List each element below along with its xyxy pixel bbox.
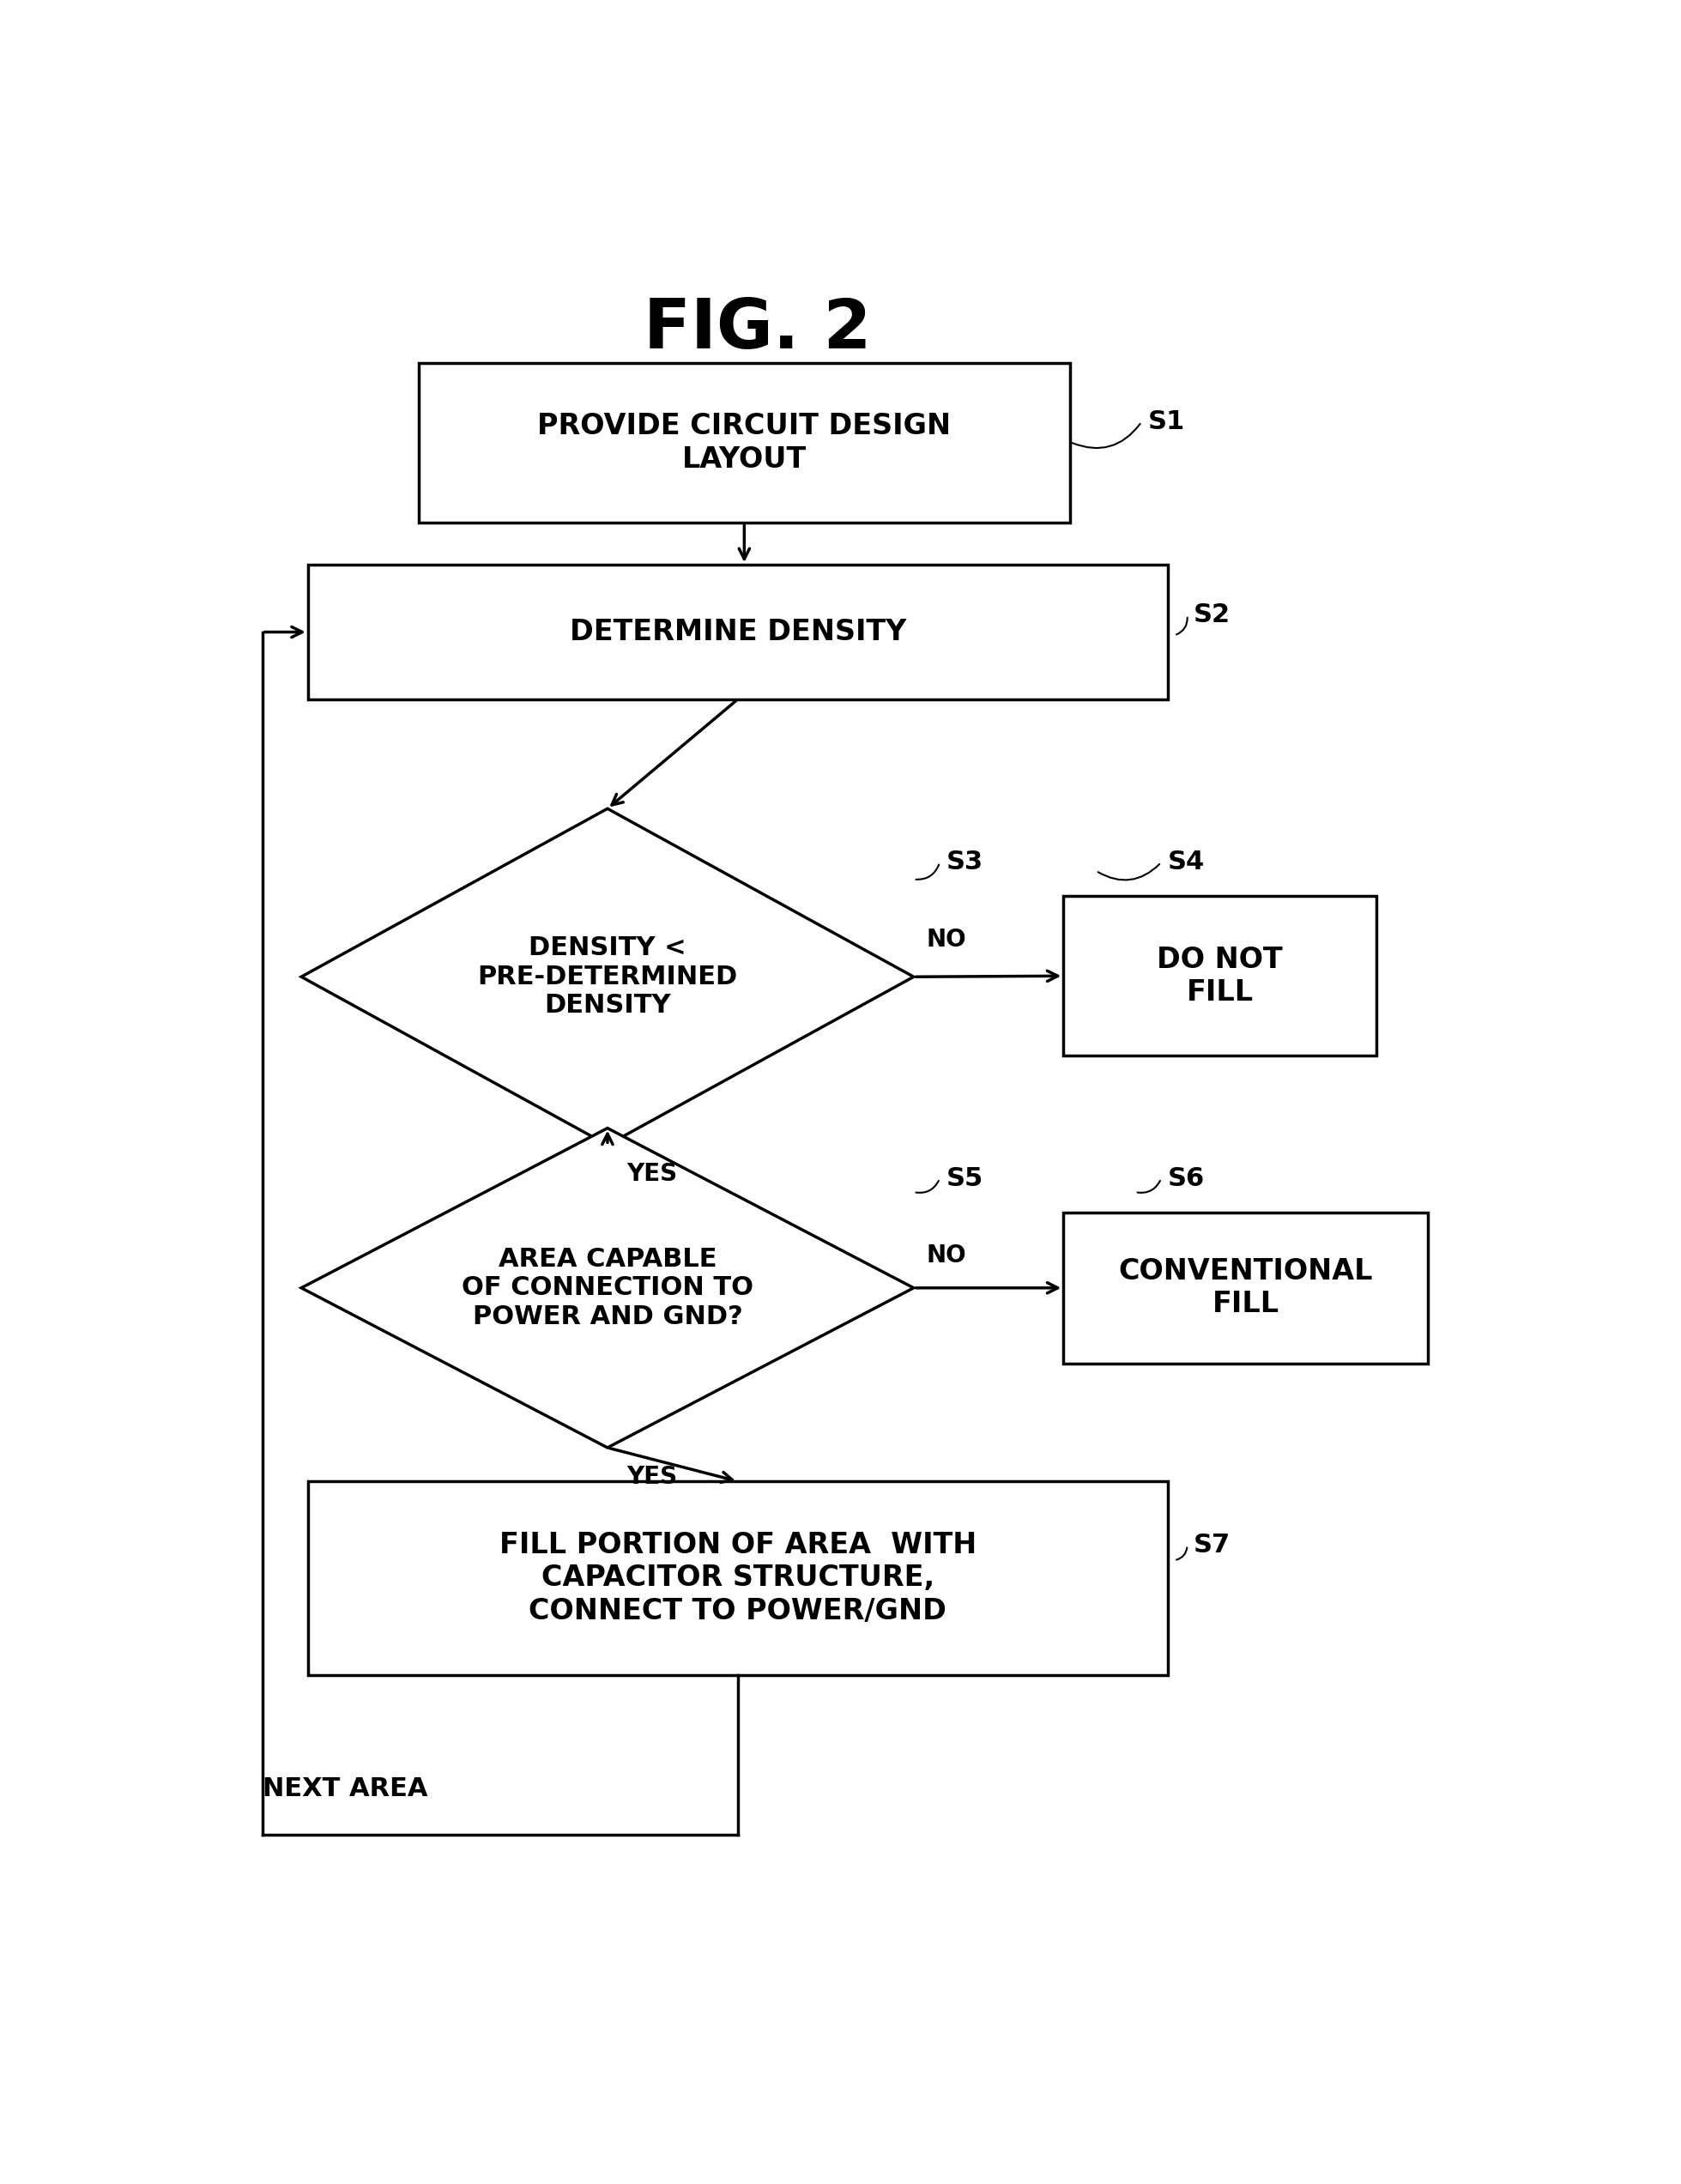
Text: AREA CAPABLE
OF CONNECTION TO
POWER AND GND?: AREA CAPABLE OF CONNECTION TO POWER AND …: [462, 1247, 753, 1330]
Text: S5: S5: [946, 1166, 983, 1190]
Text: DENSITY <
PRE-DETERMINED
DENSITY: DENSITY < PRE-DETERMINED DENSITY: [477, 935, 738, 1018]
Text: NO: NO: [926, 1243, 967, 1267]
Text: YES: YES: [627, 1465, 677, 1489]
FancyArrowPatch shape: [1138, 1182, 1160, 1192]
Text: PROVIDE CIRCUIT DESIGN
LAYOUT: PROVIDE CIRCUIT DESIGN LAYOUT: [538, 413, 951, 474]
Text: S6: S6: [1168, 1166, 1205, 1190]
Text: S3: S3: [946, 850, 983, 876]
Text: NEXT AREA: NEXT AREA: [262, 1776, 427, 1802]
FancyBboxPatch shape: [308, 566, 1168, 699]
FancyBboxPatch shape: [1064, 1212, 1429, 1363]
FancyBboxPatch shape: [419, 363, 1071, 522]
Polygon shape: [301, 808, 914, 1144]
FancyBboxPatch shape: [1064, 895, 1377, 1055]
Text: NO: NO: [926, 928, 967, 952]
FancyArrowPatch shape: [916, 1182, 938, 1192]
Text: S1: S1: [1148, 408, 1185, 435]
Text: CONVENTIONAL
FILL: CONVENTIONAL FILL: [1118, 1258, 1373, 1319]
FancyArrowPatch shape: [1098, 865, 1160, 880]
FancyArrowPatch shape: [916, 865, 940, 880]
FancyBboxPatch shape: [308, 1481, 1168, 1675]
FancyArrowPatch shape: [1072, 424, 1140, 448]
Text: S2: S2: [1194, 603, 1230, 627]
Text: DETERMINE DENSITY: DETERMINE DENSITY: [570, 618, 906, 646]
Text: S4: S4: [1168, 850, 1205, 876]
Text: DO NOT
FILL: DO NOT FILL: [1157, 946, 1283, 1007]
FancyArrowPatch shape: [1177, 618, 1187, 636]
Text: FIG. 2: FIG. 2: [644, 295, 871, 363]
Text: YES: YES: [627, 1162, 677, 1186]
Text: FILL PORTION OF AREA  WITH
CAPACITOR STRUCTURE,
CONNECT TO POWER/GND: FILL PORTION OF AREA WITH CAPACITOR STRU…: [499, 1531, 977, 1625]
Polygon shape: [301, 1129, 914, 1448]
FancyArrowPatch shape: [1177, 1548, 1187, 1559]
Text: S7: S7: [1194, 1533, 1230, 1557]
